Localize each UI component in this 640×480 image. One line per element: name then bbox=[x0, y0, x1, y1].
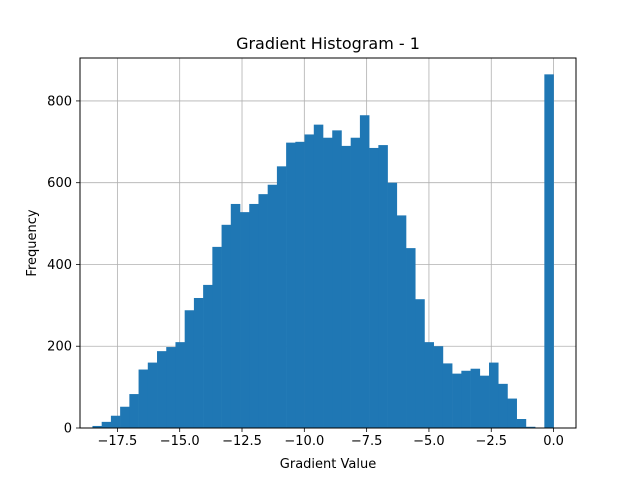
x-tick-label: −2.5 bbox=[475, 434, 507, 449]
histogram-bar bbox=[332, 130, 342, 429]
histogram-bar bbox=[479, 375, 490, 428]
histogram-bar bbox=[359, 115, 370, 428]
histogram-bar bbox=[212, 246, 222, 428]
histogram-bar bbox=[184, 310, 195, 428]
histogram-bar bbox=[433, 346, 444, 428]
chart-title: Gradient Histogram - 1 bbox=[236, 34, 420, 53]
histogram-bar bbox=[442, 363, 453, 428]
histogram-bar bbox=[138, 369, 149, 428]
histogram-bar bbox=[544, 74, 554, 429]
histogram-bar bbox=[470, 368, 481, 428]
x-tick-label: 0.0 bbox=[543, 434, 564, 449]
histogram-bar bbox=[369, 147, 379, 428]
histogram-bar bbox=[313, 124, 324, 429]
histogram-bar bbox=[489, 362, 499, 428]
histogram-bar bbox=[525, 426, 536, 428]
y-axis-ticks: 0 200 400 600 800 bbox=[47, 94, 80, 437]
histogram-bar bbox=[396, 215, 407, 428]
y-tick-label: 800 bbox=[47, 94, 72, 109]
histogram-bar bbox=[110, 415, 121, 428]
histogram-bar bbox=[461, 370, 471, 428]
histogram-bar bbox=[387, 182, 398, 428]
histogram-bar bbox=[498, 383, 508, 428]
y-tick-label: 200 bbox=[47, 340, 72, 355]
histogram-bar bbox=[157, 351, 167, 428]
histogram-bar bbox=[276, 166, 287, 429]
histogram-bar bbox=[92, 425, 102, 428]
x-tick-label: −12.5 bbox=[222, 434, 262, 449]
y-axis-label: Frequency bbox=[25, 209, 40, 276]
histogram-bar bbox=[304, 134, 315, 428]
x-tick-label: −15.0 bbox=[160, 434, 200, 449]
histogram-bar bbox=[516, 419, 527, 428]
x-tick-label: −10.0 bbox=[284, 434, 324, 449]
histogram-bars bbox=[92, 74, 554, 429]
histogram-bar bbox=[203, 284, 213, 428]
x-tick-label: −7.5 bbox=[351, 434, 383, 449]
x-axis-label: Gradient Value bbox=[280, 457, 376, 472]
y-tick-label: 0 bbox=[64, 422, 72, 437]
histogram-bar bbox=[129, 394, 139, 428]
histogram-bar bbox=[258, 194, 268, 428]
histogram-bar bbox=[378, 145, 388, 428]
histogram-bar bbox=[406, 248, 416, 428]
histogram-bar bbox=[120, 406, 130, 428]
axes-frame bbox=[79, 57, 577, 429]
histogram-bar bbox=[323, 137, 333, 428]
histogram-bar bbox=[166, 347, 176, 428]
histogram-bar bbox=[230, 203, 241, 428]
histogram-bar bbox=[424, 342, 434, 428]
y-tick-label: 600 bbox=[47, 176, 72, 191]
histogram-bar bbox=[193, 297, 204, 428]
x-axis-ticks: −17.5 −15.0 −12.5 −10.0 −7.5 −5.0 −2.5 0.0 bbox=[97, 428, 564, 449]
histogram-bar bbox=[350, 137, 361, 428]
histogram-bar bbox=[147, 362, 158, 428]
histogram-bar bbox=[452, 373, 462, 428]
histogram-bar bbox=[507, 398, 517, 428]
x-tick-label: −17.5 bbox=[97, 434, 137, 449]
histogram-bar bbox=[415, 299, 425, 428]
histogram-bar bbox=[286, 142, 296, 429]
histogram-bar bbox=[295, 141, 305, 429]
histogram-bar bbox=[240, 212, 250, 428]
histogram-bar bbox=[175, 342, 185, 428]
histogram-bar bbox=[249, 203, 259, 428]
histogram-bar bbox=[221, 224, 232, 428]
x-tick-label: −5.0 bbox=[413, 434, 445, 449]
histogram-bar bbox=[101, 421, 112, 428]
histogram-bar bbox=[341, 145, 351, 428]
histogram-bar bbox=[267, 184, 278, 428]
y-tick-label: 400 bbox=[47, 258, 72, 273]
